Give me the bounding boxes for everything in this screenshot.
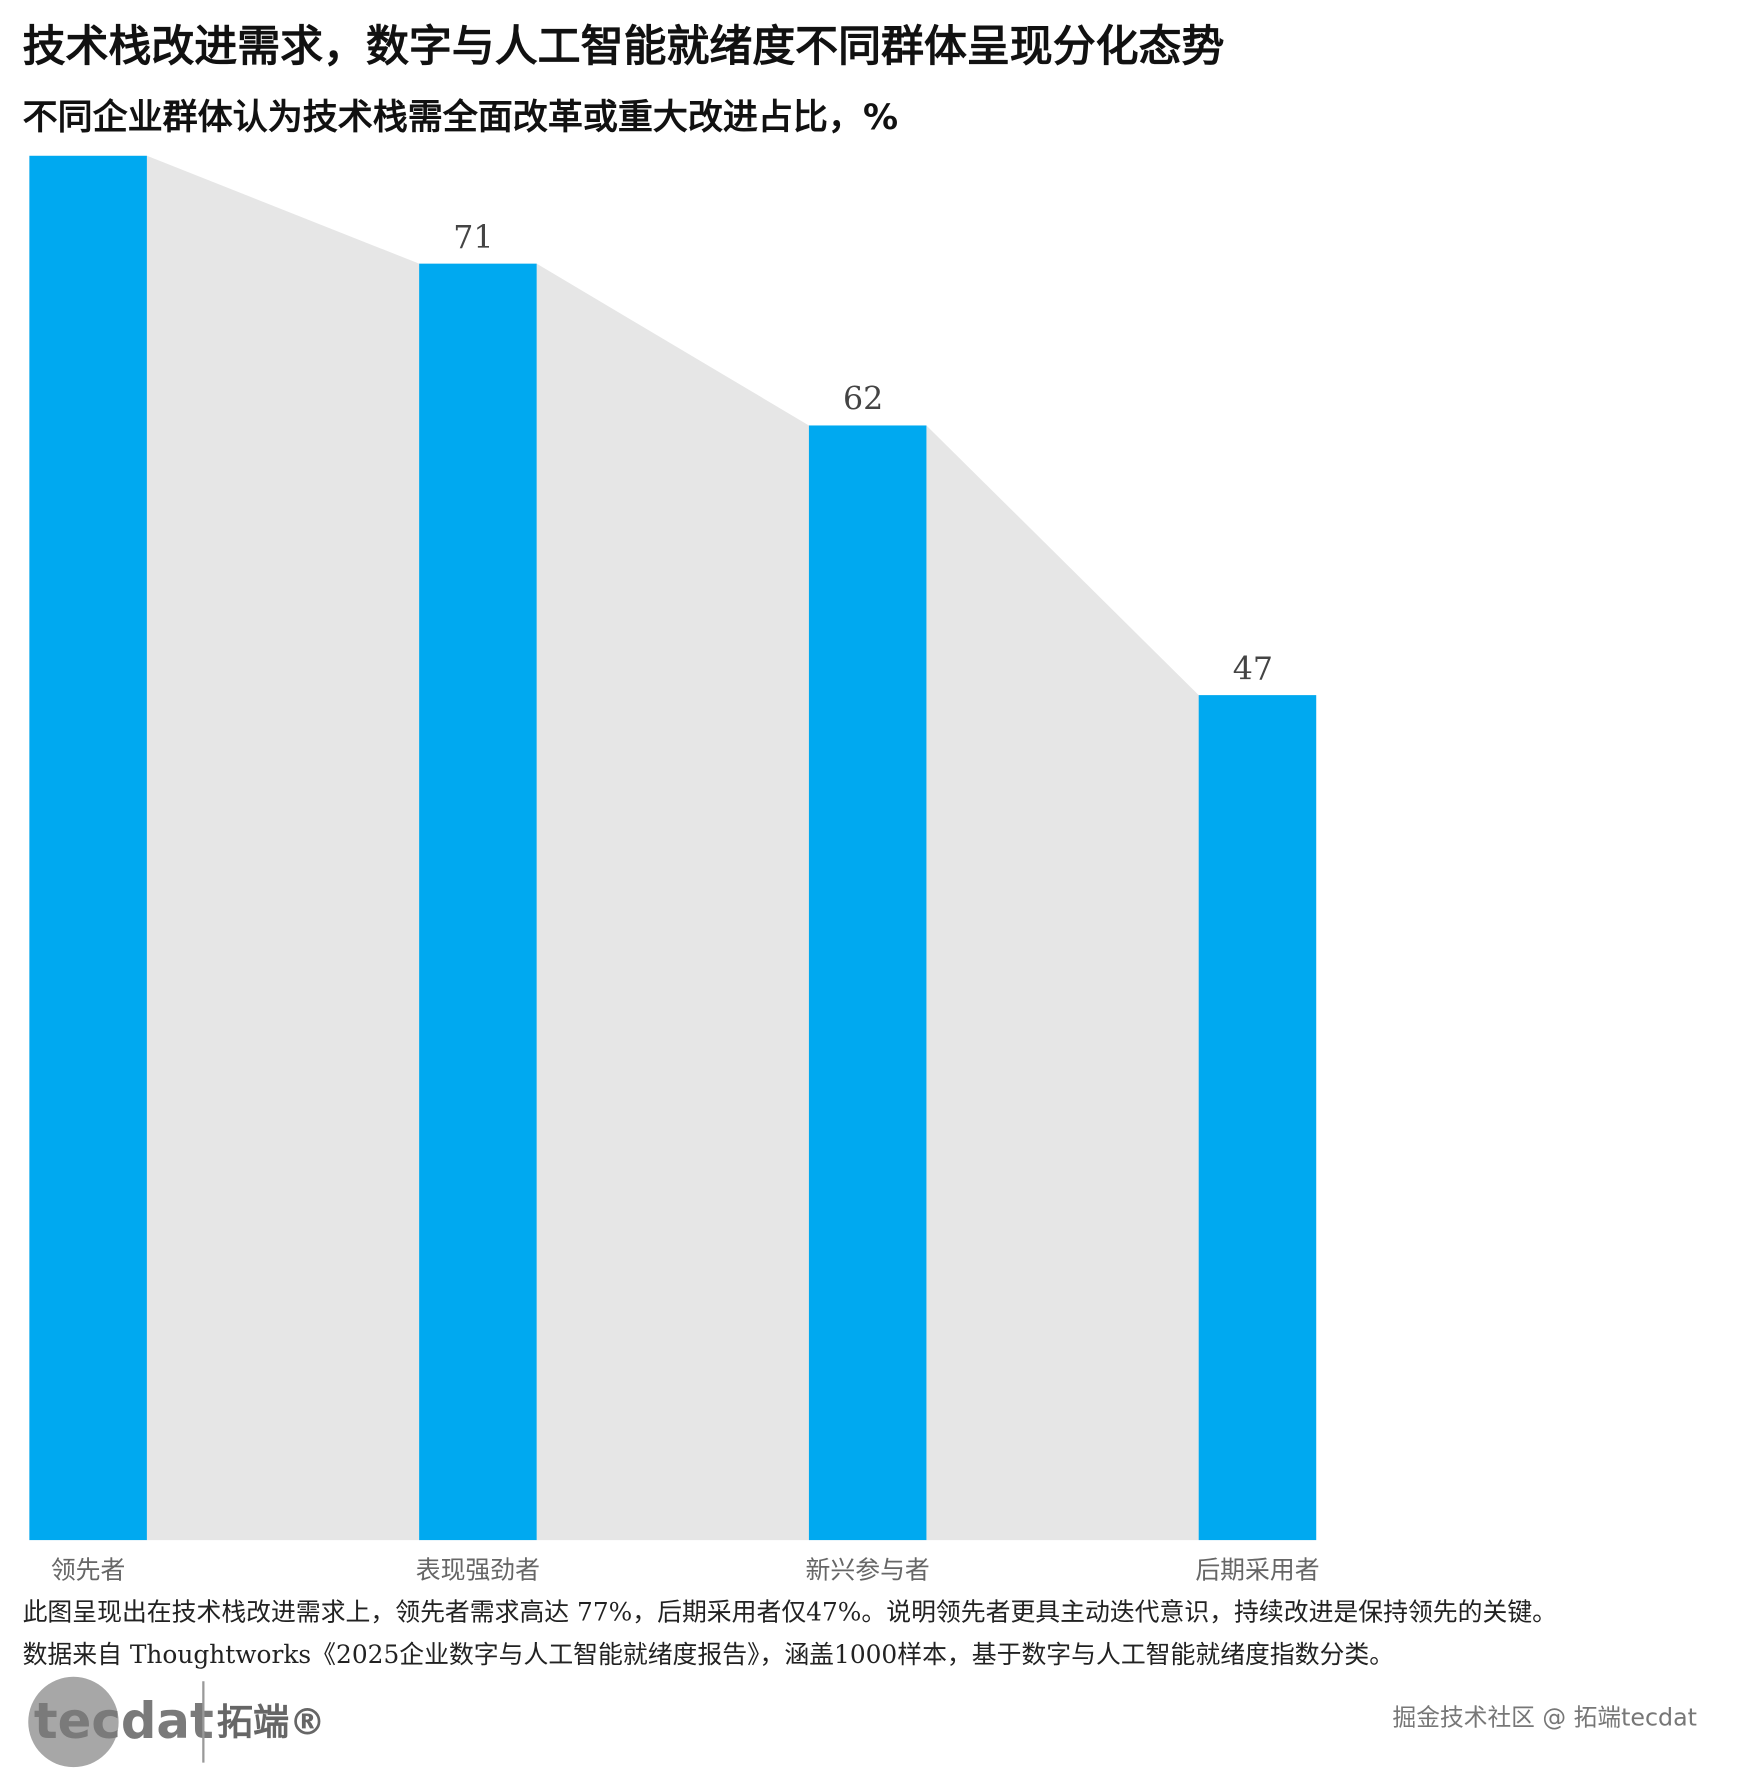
bar (808, 425, 927, 1541)
chart-title: 技术栈改进需求，数字与人工智能就绪度不同群体呈现分化态势 (23, 22, 1225, 72)
bar (1198, 695, 1317, 1541)
watermark: 掘金技术社区 @ 拓端tecdat (1393, 1703, 1697, 1731)
value-label: 62 (843, 382, 883, 418)
note: 数据来自 Thoughtworks《2025企业数字与人工智能就绪度报告》，涵盖… (23, 1640, 1395, 1669)
area (29, 155, 1317, 1541)
logo-brand: 拓端® (217, 1700, 325, 1743)
note: 此图呈现出在技术栈改进需求上，领先者需求高达 77%，后期采用者仅47%。说明领… (23, 1597, 1557, 1626)
plot: 领先者 71 表现强劲者 62 新兴参与者 47 后期采用者 (29, 155, 1320, 1584)
logo-text: tecdat (34, 1692, 214, 1750)
bar (419, 263, 537, 1541)
x-tick-label: 后期采用者 (1195, 1555, 1319, 1584)
bar (29, 155, 147, 1541)
chart-subtitle: 不同企业群体认为技术栈需全面改革或重大改进占比，% (23, 97, 898, 138)
x-tick-label: 表现强劲者 (416, 1555, 540, 1584)
x-tick-label: 领先者 (51, 1555, 126, 1584)
value-label: 47 (1233, 651, 1273, 687)
value-label: 71 (453, 220, 493, 256)
logo-circle (28, 1676, 119, 1768)
x-tick-label: 新兴参与者 (806, 1555, 930, 1584)
